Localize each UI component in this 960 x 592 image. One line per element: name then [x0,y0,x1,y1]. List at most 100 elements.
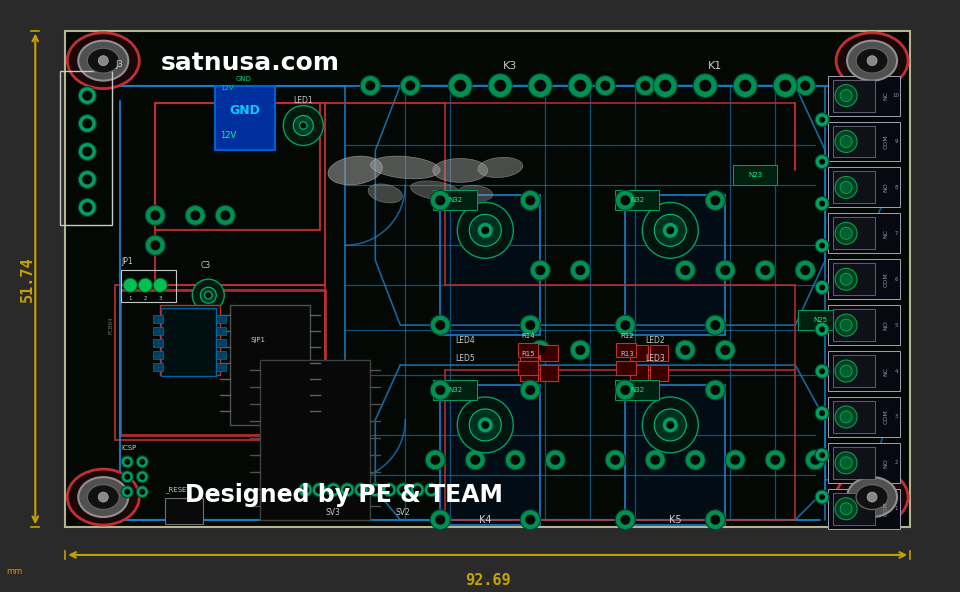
Circle shape [731,455,740,465]
Circle shape [710,515,720,525]
Circle shape [835,498,857,520]
Circle shape [675,260,695,280]
Circle shape [835,406,857,428]
Text: 3: 3 [895,414,898,420]
Circle shape [477,417,493,433]
Text: 51.74: 51.74 [20,256,35,302]
Text: N32: N32 [448,197,463,204]
Circle shape [454,79,467,92]
Circle shape [326,483,340,497]
Circle shape [525,195,536,205]
Circle shape [819,410,825,416]
Circle shape [645,450,665,470]
Circle shape [574,79,587,92]
Ellipse shape [368,184,402,203]
Text: N32: N32 [630,387,644,393]
Circle shape [840,274,852,285]
Circle shape [805,450,826,470]
Circle shape [835,360,857,382]
Bar [833,79,876,111]
Circle shape [525,385,536,395]
Text: J3: J3 [115,60,123,69]
Ellipse shape [411,181,460,200]
Circle shape [620,195,631,205]
Circle shape [430,315,450,335]
Bar [216,351,227,359]
Text: SV2: SV2 [396,508,411,517]
Circle shape [819,243,825,249]
Ellipse shape [478,157,522,178]
Ellipse shape [328,156,383,185]
Bar [518,343,539,357]
Circle shape [739,79,752,92]
Bar [833,447,876,479]
Circle shape [815,197,829,211]
Circle shape [83,175,92,185]
Circle shape [520,510,540,530]
Circle shape [819,494,825,500]
Circle shape [79,170,96,188]
Circle shape [494,79,506,92]
Circle shape [810,455,820,465]
Bar [833,126,876,157]
Circle shape [79,115,96,133]
Bar [433,380,477,400]
Circle shape [756,260,776,280]
Circle shape [655,214,686,246]
Circle shape [357,486,365,494]
Circle shape [819,117,825,123]
Circle shape [840,411,852,423]
Circle shape [819,201,825,207]
Bar [616,343,636,357]
Ellipse shape [67,469,139,525]
Bar [441,385,540,525]
Circle shape [489,73,513,98]
Circle shape [650,455,660,465]
Circle shape [835,176,857,198]
Circle shape [283,105,324,146]
Text: 1: 1 [129,296,132,301]
Circle shape [640,81,650,91]
Circle shape [151,210,160,220]
Text: PCB84: PCB84 [108,316,114,334]
Circle shape [536,345,545,355]
Circle shape [815,406,829,420]
Circle shape [568,73,592,98]
Circle shape [765,450,785,470]
Ellipse shape [67,33,139,89]
Circle shape [139,474,145,480]
Circle shape [867,492,877,502]
Circle shape [385,486,394,494]
Circle shape [636,76,656,95]
Ellipse shape [856,485,888,510]
Bar [833,493,876,525]
Circle shape [469,214,501,246]
Circle shape [699,79,711,92]
Bar [616,361,636,375]
Circle shape [536,265,545,275]
Circle shape [600,81,611,91]
Text: ICSP: ICSP [121,445,136,451]
Bar [216,363,227,371]
Text: 92.69: 92.69 [465,573,511,588]
Circle shape [425,450,445,470]
Text: satnusa.com: satnusa.com [160,51,339,75]
Circle shape [136,486,148,498]
Ellipse shape [87,48,119,73]
Circle shape [706,315,726,335]
Bar [828,168,900,207]
Bar [833,355,876,387]
Bar [441,195,540,335]
Circle shape [365,81,375,91]
Bar [115,285,325,440]
Text: NC: NC [883,91,889,100]
Text: K5: K5 [669,514,682,525]
Bar [518,361,539,375]
Circle shape [435,320,445,330]
Bar [540,345,559,361]
Circle shape [653,73,678,98]
Ellipse shape [79,41,129,81]
Bar [631,365,648,381]
Text: COM: COM [883,410,889,424]
Circle shape [819,326,825,332]
